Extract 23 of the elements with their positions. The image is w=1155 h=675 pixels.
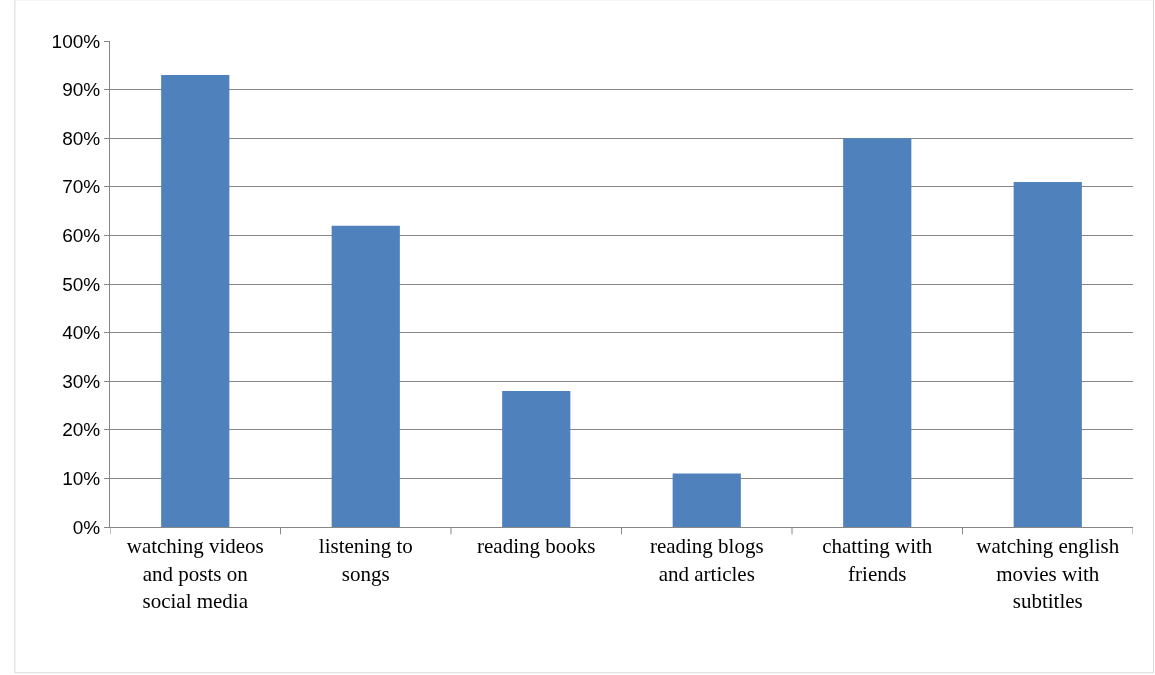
bar — [672, 473, 741, 527]
bar — [502, 390, 571, 527]
bar — [161, 75, 230, 527]
y-tick-label: 70% — [62, 176, 101, 198]
y-tick-label: 30% — [62, 370, 101, 392]
x-tick-label: reading blogs and articles — [649, 534, 764, 586]
x-tick-label: chatting with friends — [822, 534, 933, 586]
y-tick-label: 100% — [51, 30, 101, 52]
y-tick-label: 90% — [62, 79, 101, 101]
y-tick-label: 0% — [72, 516, 101, 538]
y-tick-label: 80% — [62, 127, 101, 149]
y-tick-label: 60% — [62, 225, 101, 247]
x-tick-label: watching english movies with subtitles — [976, 534, 1120, 613]
bar — [331, 225, 400, 527]
bar — [1013, 181, 1082, 527]
y-tick-label: 20% — [62, 419, 101, 441]
y-tick-label: 40% — [62, 322, 101, 344]
x-tick-label: watching videos and posts on social media — [126, 534, 264, 613]
y-tick-label: 50% — [62, 273, 101, 295]
bar — [843, 138, 912, 527]
x-tick-label: listening to songs — [318, 534, 413, 586]
y-tick-label: 10% — [62, 468, 101, 490]
x-tick-label: reading books — [477, 534, 596, 559]
